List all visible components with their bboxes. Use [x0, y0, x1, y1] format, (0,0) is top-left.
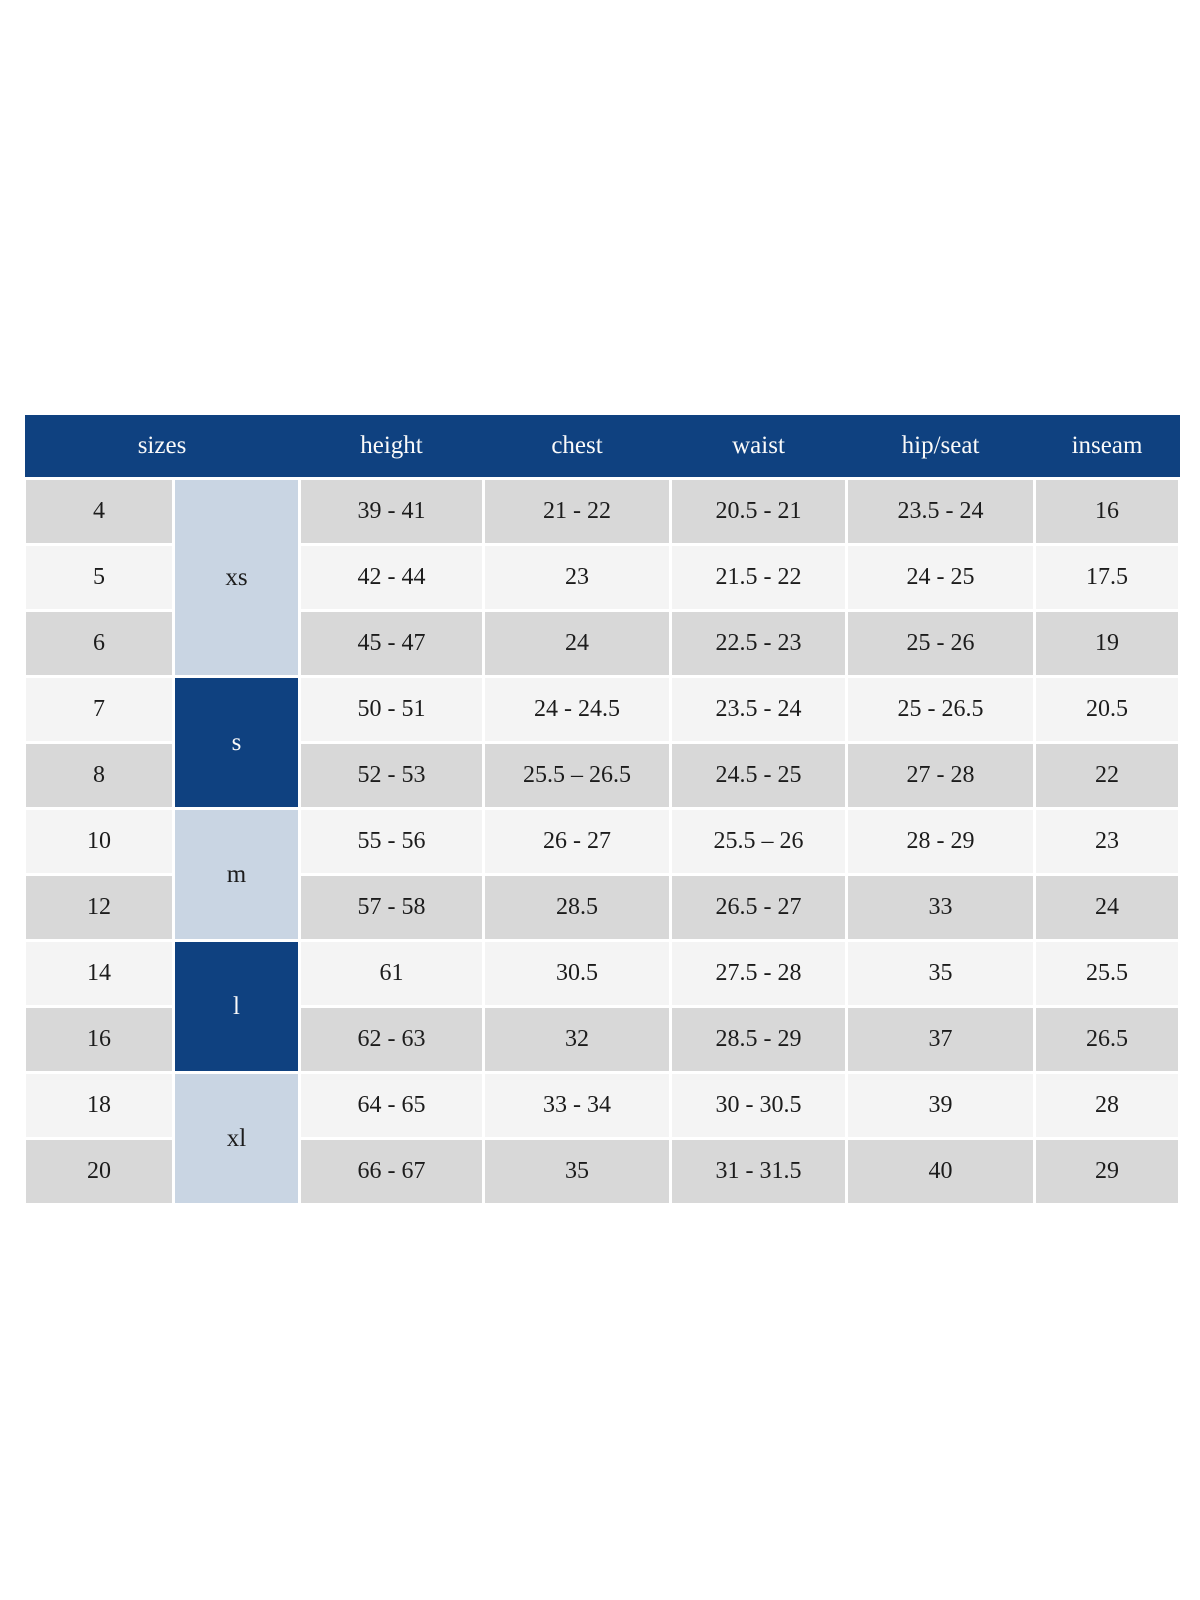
- cell-waist: 30 - 30.5: [669, 1071, 849, 1140]
- column-header-sizes: sizes: [24, 415, 300, 479]
- size-group-m: m: [171, 807, 302, 942]
- cell-size: 18: [23, 1071, 175, 1140]
- column-header-height: height: [299, 415, 484, 479]
- cell-chest: 32: [482, 1005, 673, 1074]
- cell-size: 7: [23, 675, 175, 744]
- cell-height: 45 - 47: [298, 609, 486, 678]
- table-row: 10 m 55 - 56 26 - 27 25.5 – 26 28 - 29 2…: [23, 807, 1182, 942]
- cell-hip-seat: 25 - 26.5: [845, 675, 1037, 744]
- cell-chest: 28.5: [482, 873, 673, 942]
- table-row: 7 s 50 - 51 24 - 24.5 23.5 - 24 25 - 26.…: [23, 675, 1182, 810]
- cell-hip-seat: 27 - 28: [845, 741, 1037, 810]
- cell-inseam: 25.5: [1033, 939, 1182, 1008]
- cell-size: 14: [23, 939, 175, 1008]
- cell-chest: 35: [482, 1137, 673, 1206]
- cell-size: 8: [23, 741, 175, 810]
- column-header-hip-seat: hip/seat: [846, 415, 1035, 479]
- cell-waist: 31 - 31.5: [669, 1137, 849, 1206]
- cell-height: 52 - 53: [298, 741, 486, 810]
- cell-hip-seat: 40: [845, 1137, 1037, 1206]
- cell-height: 57 - 58: [298, 873, 486, 942]
- cell-size: 12: [23, 873, 175, 942]
- column-header-chest: chest: [483, 415, 671, 479]
- cell-size: 6: [23, 609, 175, 678]
- cell-chest: 24: [482, 609, 673, 678]
- cell-inseam: 20.5: [1033, 675, 1182, 744]
- cell-height: 39 - 41: [298, 477, 486, 546]
- table-row: 14 l 61 30.5 27.5 - 28 35 25.5: [23, 939, 1182, 1074]
- cell-waist: 25.5 – 26: [669, 807, 849, 876]
- cell-height: 61: [298, 939, 486, 1008]
- table-row: 4 xs 39 - 41 21 - 22 20.5 - 21 23.5 - 24…: [23, 477, 1182, 678]
- cell-chest: 24 - 24.5: [482, 675, 673, 744]
- cell-inseam: 29: [1033, 1137, 1182, 1206]
- cell-hip-seat: 28 - 29: [845, 807, 1037, 876]
- cell-inseam: 16: [1033, 477, 1182, 546]
- table-row: 12 57 - 58 28.5 26.5 - 27 33 24: [23, 873, 1182, 942]
- cell-chest: 25.5 – 26.5: [482, 741, 673, 810]
- cell-waist: 23.5 - 24: [669, 675, 849, 744]
- cell-hip-seat: 37: [845, 1005, 1037, 1074]
- size-chart-table: sizes height chest waist hip/seat inseam…: [23, 415, 1182, 1206]
- size-group-xl: xl: [171, 1071, 302, 1206]
- cell-waist: 20.5 - 21: [669, 477, 849, 546]
- cell-size: 20: [23, 1137, 175, 1206]
- size-group-s: s: [171, 675, 302, 810]
- cell-height: 66 - 67: [298, 1137, 486, 1206]
- cell-size: 5: [23, 543, 175, 612]
- column-header-waist: waist: [670, 415, 847, 479]
- table-row: 6 45 - 47 24 22.5 - 23 25 - 26 19: [23, 609, 1182, 678]
- cell-height: 42 - 44: [298, 543, 486, 612]
- cell-chest: 26 - 27: [482, 807, 673, 876]
- cell-inseam: 22: [1033, 741, 1182, 810]
- cell-size: 10: [23, 807, 175, 876]
- cell-chest: 30.5: [482, 939, 673, 1008]
- cell-height: 62 - 63: [298, 1005, 486, 1074]
- cell-inseam: 28: [1033, 1071, 1182, 1140]
- cell-height: 64 - 65: [298, 1071, 486, 1140]
- cell-inseam: 23: [1033, 807, 1182, 876]
- cell-chest: 23: [482, 543, 673, 612]
- cell-waist: 21.5 - 22: [669, 543, 849, 612]
- cell-hip-seat: 39: [845, 1071, 1037, 1140]
- size-group-l: l: [171, 939, 302, 1074]
- cell-inseam: 19: [1033, 609, 1182, 678]
- cell-hip-seat: 35: [845, 939, 1037, 1008]
- cell-waist: 24.5 - 25: [669, 741, 849, 810]
- table-row: 5 42 - 44 23 21.5 - 22 24 - 25 17.5: [23, 543, 1182, 612]
- cell-waist: 27.5 - 28: [669, 939, 849, 1008]
- cell-hip-seat: 24 - 25: [845, 543, 1037, 612]
- cell-waist: 26.5 - 27: [669, 873, 849, 942]
- cell-size: 16: [23, 1005, 175, 1074]
- cell-waist: 22.5 - 23: [669, 609, 849, 678]
- size-group-xs: xs: [171, 477, 302, 678]
- cell-waist: 28.5 - 29: [669, 1005, 849, 1074]
- table-row: 8 52 - 53 25.5 – 26.5 24.5 - 25 27 - 28 …: [23, 741, 1182, 810]
- cell-height: 50 - 51: [298, 675, 486, 744]
- cell-chest: 21 - 22: [482, 477, 673, 546]
- cell-chest: 33 - 34: [482, 1071, 673, 1140]
- cell-hip-seat: 23.5 - 24: [845, 477, 1037, 546]
- table-row: 18 xl 64 - 65 33 - 34 30 - 30.5 39 28: [23, 1071, 1182, 1206]
- column-header-inseam: inseam: [1034, 415, 1180, 479]
- cell-size: 4: [23, 477, 175, 546]
- header-row: sizes height chest waist hip/seat inseam: [24, 415, 1180, 479]
- cell-hip-seat: 33: [845, 873, 1037, 942]
- cell-inseam: 17.5: [1033, 543, 1182, 612]
- cell-height: 55 - 56: [298, 807, 486, 876]
- table-row: 16 62 - 63 32 28.5 - 29 37 26.5: [23, 1005, 1182, 1074]
- cell-inseam: 26.5: [1033, 1005, 1182, 1074]
- cell-inseam: 24: [1033, 873, 1182, 942]
- cell-hip-seat: 25 - 26: [845, 609, 1037, 678]
- table-row: 20 66 - 67 35 31 - 31.5 40 29: [23, 1137, 1182, 1206]
- size-chart: sizes height chest waist hip/seat inseam…: [23, 415, 1182, 1206]
